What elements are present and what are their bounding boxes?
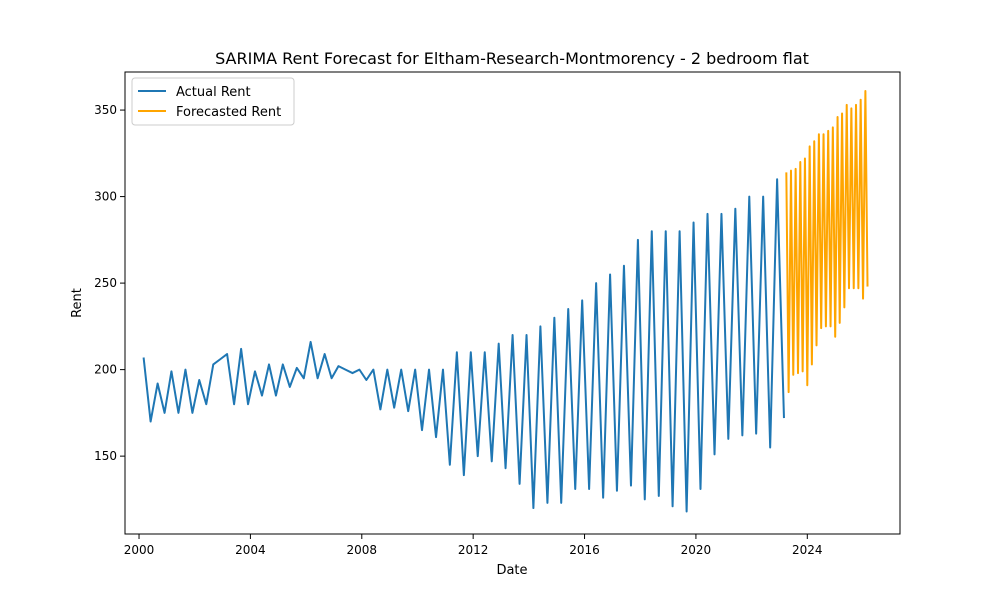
series-layer (142, 90, 869, 513)
legend-box (131, 77, 295, 126)
x-tick-label: 2004 (235, 543, 266, 557)
y-tick-label: 350 (94, 103, 117, 117)
y-tick-label: 150 (94, 449, 117, 463)
plot-frame (124, 71, 901, 535)
y-tick-label: 250 (94, 276, 117, 290)
legend-label-forecast: Forecasted Rent (176, 105, 281, 120)
y-axis: 150 200 250 300 350 (94, 103, 125, 463)
series-line-0 (142, 178, 785, 513)
y-tick-label: 300 (94, 190, 117, 204)
y-axis-label: Rent (70, 288, 85, 318)
x-tick-label: 2000 (124, 543, 155, 557)
x-axis: 2000 2004 2008 2012 2016 2020 2024 (124, 534, 823, 557)
x-axis-label: Date (496, 563, 527, 578)
legend: Actual Rent Forecasted Rent (131, 77, 295, 126)
plot-area (124, 71, 901, 535)
x-tick-label: 2020 (681, 543, 712, 557)
x-tick-label: 2024 (792, 543, 823, 557)
chart-title: SARIMA Rent Forecast for Eltham-Research… (215, 49, 809, 68)
x-tick-label: 2016 (569, 543, 600, 557)
x-tick-label: 2008 (347, 543, 378, 557)
y-tick-label: 200 (94, 363, 117, 377)
legend-label-actual: Actual Rent (176, 85, 251, 100)
series-line-1 (785, 90, 869, 394)
x-tick-label: 2012 (458, 543, 489, 557)
